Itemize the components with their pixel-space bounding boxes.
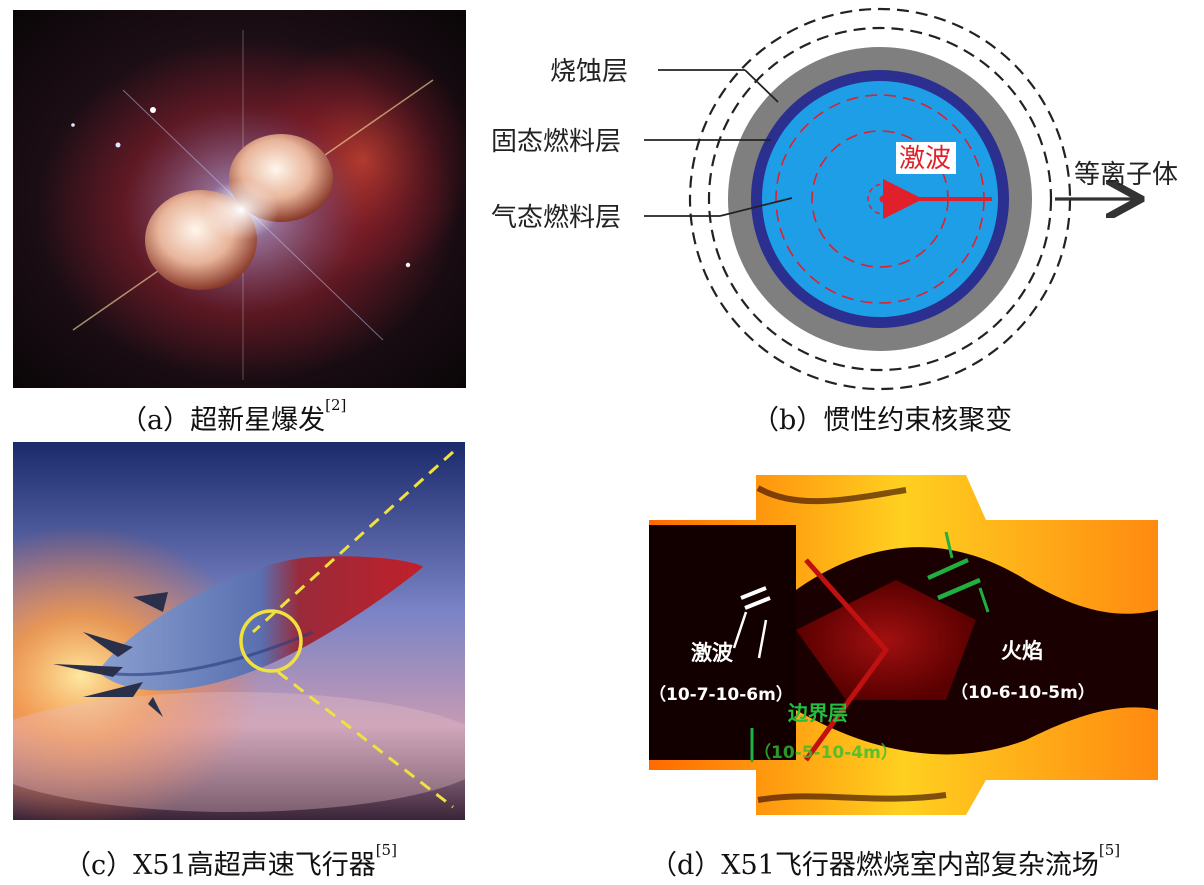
label-ablation-layer: 烧蚀层 [550, 57, 628, 87]
label-boundary-layer: 边界层 [787, 701, 848, 725]
inlet-highlight-circle [239, 609, 303, 673]
caption-d: （d）X51飞行器燃烧室内部复杂流场[5] [650, 841, 1121, 881]
supernova-image [13, 10, 473, 388]
caption-a: （a）超新星爆发[2] [120, 396, 347, 436]
vehicle-body [98, 556, 423, 691]
label-gas-fuel-layer: 气态燃料层 [491, 203, 621, 233]
combustor-flowfield-image: 激波 （10-7-10-6m） 火焰 （10-6-10-5m） 边界层 （10-… [646, 470, 1166, 820]
x51-vehicle-image [0, 442, 493, 820]
plasma-boundary-inner [707, 26, 1053, 372]
label-flame-scale: （10-6-10-5m） [951, 682, 1095, 703]
fusion-core [879, 195, 887, 203]
label-shock-scale: （10-7-10-6m） [649, 684, 793, 705]
label-flame: 火焰 [1001, 639, 1043, 663]
caption-c: （c）X51高超声速飞行器[5] [64, 841, 397, 881]
label-boundary-scale: （10-5-10-4m） [754, 742, 898, 763]
label-solid-fuel-layer: 固态燃料层 [491, 127, 621, 157]
icf-diagram: 烧蚀层 固态燃料层 气态燃料层 激波 等离子体 [480, 0, 1180, 395]
label-shock-wave: 激波 [899, 144, 951, 174]
label-plasma: 等离子体 [1074, 160, 1178, 190]
label-shock-wave: 激波 [691, 641, 734, 665]
caption-b: （b）惯性约束核聚变 [752, 405, 1013, 436]
